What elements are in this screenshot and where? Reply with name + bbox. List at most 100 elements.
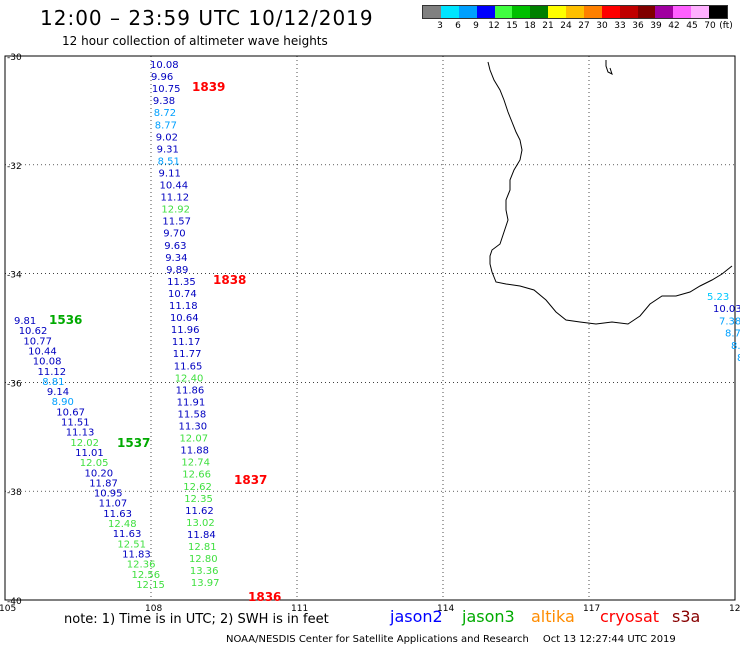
swh-value: 8.51: [158, 156, 180, 167]
satellite-s3a: s3a: [672, 607, 701, 626]
lat-label: -40: [7, 597, 22, 607]
grid-lines: [4, 55, 736, 601]
legend-label: 18: [524, 21, 536, 31]
swh-value: 11.86: [176, 385, 205, 396]
swh-value: 11.65: [174, 361, 203, 372]
swh-value: 12.56: [132, 570, 161, 581]
legend-label: 30: [596, 21, 608, 31]
swh-value: 12.40: [175, 373, 204, 384]
pass-time-label: 1536: [49, 313, 82, 327]
timestamp: Oct 13 12:27:44 UTC 2019: [542, 634, 676, 645]
swh-value: 12.81: [188, 542, 217, 553]
legend-labels: 3 6 9 12 15 18 21 24 27 30 33 36 39 42 45 70 (ft): [422, 19, 733, 33]
swh-value: 8.90: [52, 397, 74, 408]
legend-label: 70: [704, 21, 716, 31]
swh-value: 12.92: [161, 205, 190, 216]
swh-value: 12.51: [117, 539, 146, 550]
legend-swatch: [619, 6, 638, 18]
swh-value: 9.81: [14, 316, 36, 327]
legend-label: 36: [632, 21, 644, 31]
legend-label: 33: [614, 21, 626, 31]
swh-value: 11.62: [185, 506, 214, 517]
swh-value: 12.66: [182, 470, 211, 481]
satellite-cryosat: cryosat: [600, 607, 660, 626]
swh-value: 10.03: [713, 304, 740, 315]
legend-label: 45: [686, 21, 698, 31]
swh-value: 8.4: [737, 353, 740, 364]
lat-label: -38: [7, 488, 22, 498]
swh-value: 12.35: [184, 494, 213, 505]
legend-swatch: [512, 6, 531, 18]
swh-value: 10.44: [28, 346, 57, 357]
swh-value: 11.63: [103, 509, 132, 520]
swh-value: 12.36: [127, 560, 156, 571]
swh-value: 10.64: [170, 313, 199, 324]
swh-value: 11.58: [178, 409, 207, 420]
legend-label: 15: [506, 21, 518, 31]
swh-value: 8.81: [42, 377, 64, 388]
swh-value: 11.83: [122, 549, 151, 560]
legend-swatch: [655, 6, 674, 18]
swh-value: 10.95: [94, 489, 123, 500]
wave-labels: 10.089.9610.759.388.728.779.029.318.519.…: [14, 60, 740, 604]
legend-swatch: [548, 6, 566, 18]
swh-value: 9.11: [159, 168, 181, 179]
swh-value: 10.74: [168, 289, 197, 300]
legend-swatch: [691, 6, 709, 18]
swh-value: 10.44: [160, 181, 189, 192]
legend-swatch: [637, 6, 656, 18]
swh-value: 9.70: [163, 229, 185, 240]
swh-value: 11.12: [38, 367, 67, 378]
swh-value: 11.63: [113, 529, 142, 540]
swh-value: 5.23: [707, 292, 729, 303]
swh-value: 11.17: [172, 337, 201, 348]
swh-value: 8.77: [725, 329, 740, 340]
swh-value: 11.88: [180, 446, 209, 457]
credit-line: NOAA/NESDIS Center for Satellite Applica…: [226, 634, 676, 645]
satellite-altika: altika: [531, 607, 575, 626]
satellite-jason2: jason2: [390, 607, 443, 626]
swh-value: 10.62: [19, 326, 48, 337]
swh-value: 11.51: [61, 418, 90, 429]
legend-swatch: [440, 6, 459, 18]
lat-label: -34: [7, 271, 22, 281]
swh-value: 12.15: [136, 580, 165, 591]
legend-swatch: [494, 6, 513, 18]
swh-value: 11.87: [89, 478, 118, 489]
legend-swatch: [566, 6, 584, 18]
legend-label: 39: [650, 21, 662, 31]
swh-value: 11.07: [99, 499, 128, 510]
swh-value: 13.36: [190, 566, 219, 577]
satellite-jason3: jason3: [462, 607, 515, 626]
legend-swatch: [423, 6, 441, 18]
swh-value: 8.77: [155, 120, 177, 131]
swh-value: 12.48: [108, 519, 137, 530]
legend-label: 6: [455, 21, 461, 31]
lon-label: 108: [145, 604, 162, 614]
swh-value: 10.20: [85, 468, 114, 479]
legend-color-bar: [422, 5, 728, 19]
legend-swatch: [601, 6, 620, 18]
swh-value: 13.02: [186, 518, 215, 529]
legend-label: 9: [473, 21, 479, 31]
map-title: 12:00 – 23:59 UTC 10/12/2019: [40, 6, 374, 30]
swh-value: 7.38: [719, 316, 740, 327]
swh-value: 9.96: [151, 72, 173, 83]
swh-value: 9.38: [153, 96, 175, 107]
legend-label: 3: [437, 21, 443, 31]
lon-label: 120: [729, 604, 740, 614]
lon-label: 117: [583, 604, 600, 614]
legend-label: 42: [668, 21, 680, 31]
swh-value: 10.67: [56, 407, 85, 418]
swh-value: 11.12: [160, 193, 189, 204]
swh-value: 11.30: [179, 422, 208, 433]
pass-time-label: 1537: [117, 436, 150, 450]
pass-time-label: 1837: [234, 473, 267, 487]
legend-swatch: [458, 6, 477, 18]
swh-value: 9.34: [165, 253, 187, 264]
swh-value: 12.62: [183, 482, 212, 493]
swh-value: 9.31: [157, 144, 179, 155]
swh-value: 11.84: [187, 530, 216, 541]
